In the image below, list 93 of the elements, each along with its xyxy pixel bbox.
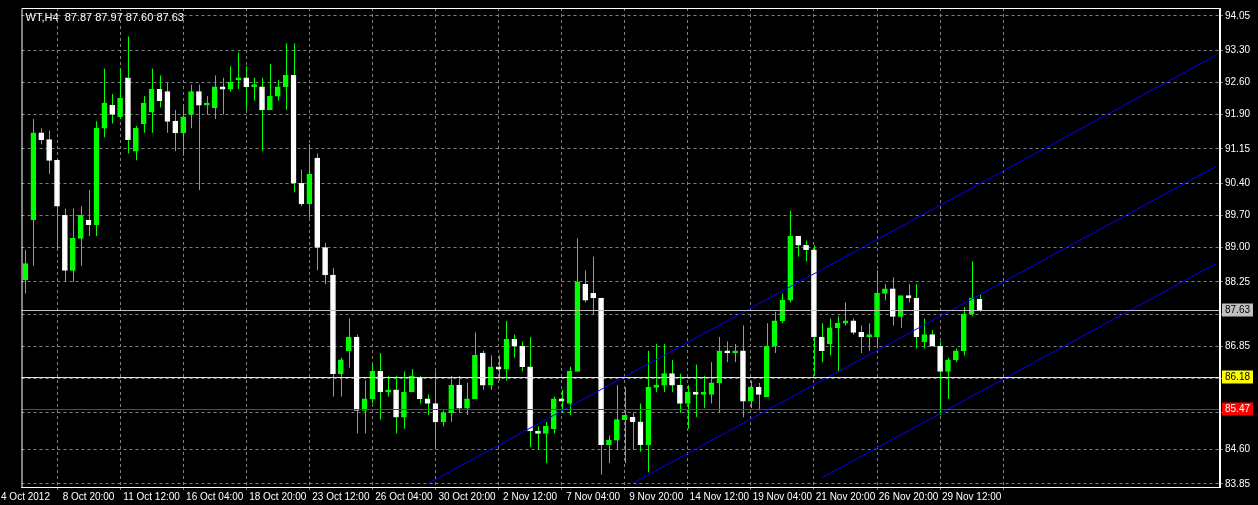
candlestick bbox=[219, 77, 226, 115]
candlestick bbox=[416, 375, 423, 404]
y-tick-label: 88.25 bbox=[1225, 275, 1251, 287]
candlestick bbox=[377, 352, 384, 421]
candlestick bbox=[795, 235, 801, 258]
candlestick bbox=[401, 370, 407, 430]
candlestick bbox=[211, 74, 218, 120]
candlestick bbox=[133, 125, 139, 161]
candlestick bbox=[385, 375, 391, 398]
x-tick-label: 11 Oct 12:00 bbox=[123, 490, 181, 502]
candlestick bbox=[582, 269, 589, 304]
candlestick bbox=[621, 386, 628, 464]
x-tick-label: 14 Nov 12:00 bbox=[689, 490, 750, 502]
y-tick-label: 89.00 bbox=[1225, 241, 1251, 253]
x-tick-label: 30 Oct 20:00 bbox=[438, 490, 497, 502]
candlestick bbox=[732, 343, 738, 363]
candlestick bbox=[669, 359, 675, 393]
candlestick bbox=[700, 375, 707, 409]
y-tick-label: 84.60 bbox=[1225, 443, 1251, 455]
candlestick bbox=[172, 109, 179, 152]
candlestick bbox=[543, 421, 549, 464]
y-tick-label: 91.90 bbox=[1225, 108, 1251, 120]
x-tick-label: 21 Nov 20:00 bbox=[815, 490, 876, 502]
candlestick bbox=[921, 318, 928, 349]
candlestick bbox=[606, 435, 612, 464]
candlestick bbox=[590, 256, 596, 315]
candlestick bbox=[748, 380, 754, 409]
candlestick bbox=[653, 343, 660, 393]
x-tick-label: 2 Nov 12:00 bbox=[503, 490, 558, 502]
candlestick bbox=[818, 322, 825, 363]
candlestick bbox=[251, 77, 257, 102]
x-tick-label: 29 Nov 12:00 bbox=[941, 490, 1002, 502]
candlestick bbox=[511, 334, 518, 359]
candlestick bbox=[456, 375, 462, 414]
candlestick bbox=[803, 240, 809, 262]
candlestick bbox=[826, 318, 833, 356]
candlestick bbox=[495, 354, 502, 382]
candlestick bbox=[937, 341, 943, 416]
candlestick bbox=[684, 384, 691, 430]
x-tick-label: 16 Oct 04:00 bbox=[186, 490, 244, 502]
candlestick bbox=[46, 130, 52, 175]
candlestick bbox=[345, 318, 352, 369]
x-tick-label: 26 Nov 20:00 bbox=[878, 490, 939, 502]
candlestick bbox=[203, 95, 210, 115]
candlestick bbox=[259, 77, 265, 152]
y-tick-label: 94.05 bbox=[1225, 9, 1251, 21]
candlestick bbox=[535, 425, 541, 450]
candlestick bbox=[338, 357, 344, 398]
y-tick-label: 83.85 bbox=[1225, 477, 1251, 489]
chart-title: WT,H4 87.87 87.97 87.60 87.63 bbox=[25, 10, 184, 23]
y-tick-label: 91.15 bbox=[1225, 142, 1251, 154]
candlestick bbox=[109, 93, 116, 125]
y-tick-label: 90.40 bbox=[1225, 177, 1251, 189]
ref-line-label: 85.47 bbox=[1225, 403, 1251, 415]
x-tick-label: 8 Oct 20:00 bbox=[62, 490, 115, 502]
x-tick-label: 9 Nov 20:00 bbox=[629, 490, 684, 502]
y-tick-label: 86.85 bbox=[1225, 339, 1251, 351]
candlestick bbox=[692, 364, 699, 418]
y-tick-label: 93.30 bbox=[1225, 43, 1251, 55]
candlestick bbox=[858, 325, 865, 354]
candlestick bbox=[267, 63, 273, 111]
candlestick bbox=[196, 84, 202, 191]
x-tick-label: 26 Oct 04:00 bbox=[375, 490, 433, 502]
candlestick bbox=[188, 84, 194, 129]
candlestick bbox=[519, 341, 526, 372]
candlestick bbox=[101, 68, 108, 138]
candlestick bbox=[842, 302, 849, 326]
candlestick bbox=[227, 65, 234, 92]
candlestick bbox=[274, 79, 281, 102]
candlestick bbox=[558, 389, 565, 414]
candlestick bbox=[677, 373, 683, 414]
x-tick-label: 7 Nov 04:00 bbox=[566, 490, 621, 502]
candlestick bbox=[180, 104, 186, 157]
candlestick bbox=[724, 341, 731, 363]
x-tick-label: 19 Nov 04:00 bbox=[752, 490, 813, 502]
candlestick bbox=[464, 382, 470, 416]
candlestick bbox=[235, 52, 242, 90]
candlestick bbox=[755, 382, 762, 411]
candlestick bbox=[613, 384, 620, 450]
y-tick-label: 89.70 bbox=[1225, 209, 1251, 221]
y-tick-label: 92.60 bbox=[1225, 76, 1251, 88]
candlestick bbox=[661, 343, 667, 393]
candlestick bbox=[243, 65, 250, 111]
candlestick bbox=[117, 68, 123, 120]
candlestick bbox=[905, 283, 912, 304]
x-tick-label: 18 Oct 20:00 bbox=[249, 490, 307, 502]
ref-line-label: 86.18 bbox=[1225, 371, 1251, 383]
x-tick-label: 23 Oct 12:00 bbox=[312, 490, 370, 502]
x-tick-label: 4 Oct 2012 bbox=[1, 490, 51, 502]
ref-line-label: 87.63 bbox=[1225, 304, 1251, 316]
candlestick bbox=[140, 95, 147, 134]
candlestick bbox=[866, 322, 872, 352]
candlestick bbox=[945, 357, 951, 400]
